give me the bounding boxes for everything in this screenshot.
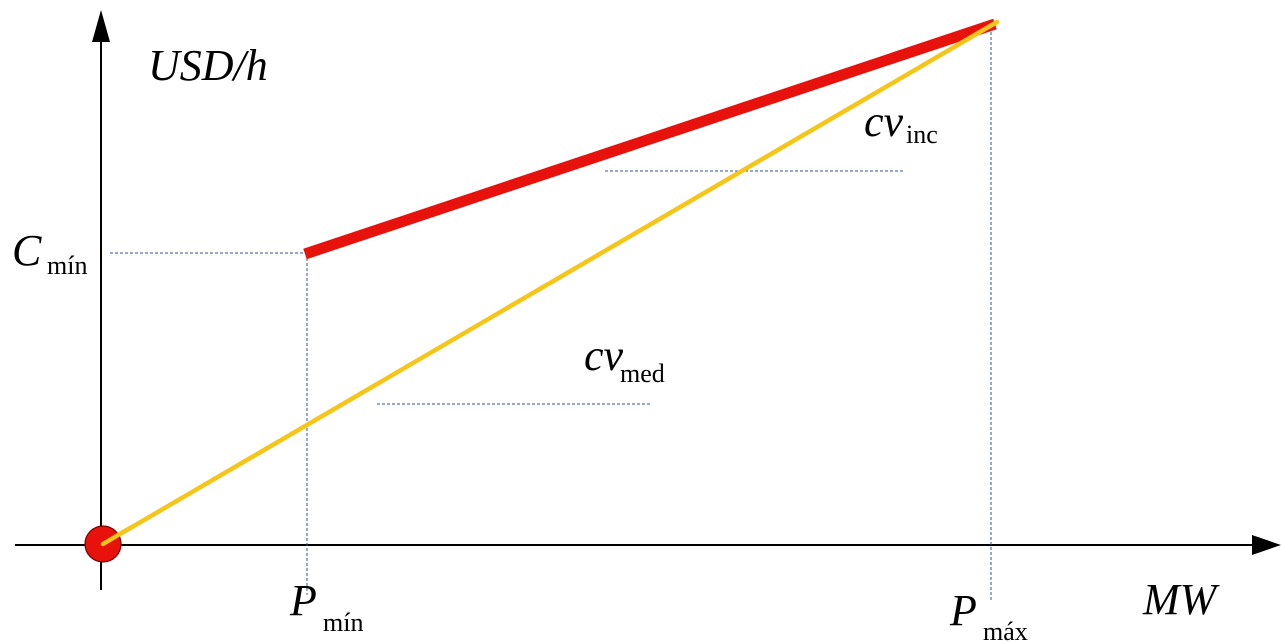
x-axis-arrowhead (1252, 535, 1281, 555)
p-min-label: P (289, 576, 317, 625)
p-max-label: P (949, 586, 977, 635)
x-axis-label: MW (1142, 575, 1220, 624)
c-min-label: C (12, 226, 42, 275)
cost-line (303, 18, 997, 260)
c-min-subscript: mín (47, 251, 87, 280)
p-min-subscript: mín (323, 608, 363, 637)
cv-med-subscript: med (620, 359, 665, 388)
cv-inc-subscript: inc (906, 120, 938, 149)
average-cost-line (100, 19, 1000, 547)
cv-med-label: cv (584, 331, 624, 380)
p-max-subscript: máx (983, 617, 1028, 643)
y-axis-arrowhead (92, 10, 110, 42)
y-axis-label: USD/h (148, 41, 268, 90)
cv-inc-label: cv (864, 97, 904, 146)
average-cost-line-start (100, 525, 133, 547)
